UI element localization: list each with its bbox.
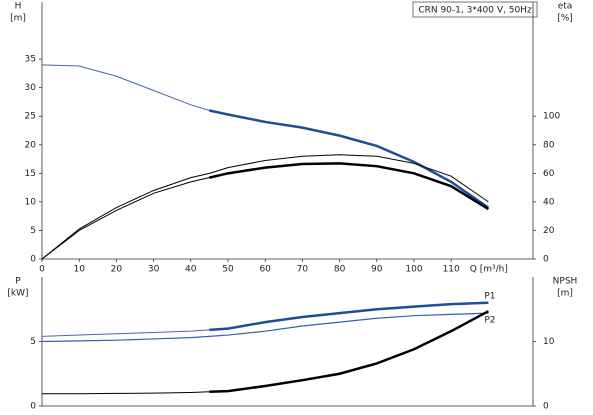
- x-axis-label: Q [m³/h]: [470, 265, 508, 275]
- y-tick-label: 10: [25, 197, 37, 207]
- curve: [209, 301, 489, 332]
- y2-tick-label: 80: [543, 140, 555, 150]
- y-tick-label: 35: [25, 55, 36, 65]
- x-tick-label: 80: [334, 265, 346, 275]
- x-tick-label: 10: [73, 265, 85, 275]
- x-tick-label: 70: [297, 265, 309, 275]
- y-tick-label: 25: [25, 112, 36, 122]
- y2-tick-label: 0: [543, 255, 549, 265]
- y-tick-label: 0: [30, 255, 36, 265]
- y-tick-label: 20: [25, 140, 37, 150]
- curve: [41, 312, 489, 343]
- y2-tick-label: 10: [543, 337, 555, 347]
- curve-label: P2: [484, 316, 495, 326]
- y-tick-label: 5: [30, 226, 36, 236]
- chart-title: CRN 90-1, 3*400 V, 50Hz: [418, 6, 532, 16]
- curve: [41, 64, 489, 209]
- x-tick-label: 0: [39, 265, 45, 275]
- title-box: [412, 1, 538, 18]
- curve: [209, 310, 489, 394]
- curve: [41, 162, 489, 260]
- y-tick-label: 15: [25, 169, 36, 179]
- curve: [42, 310, 489, 395]
- x-tick-label: 40: [185, 265, 197, 275]
- x-tick-label: 20: [111, 265, 123, 275]
- y-axis-label: P: [15, 277, 21, 287]
- x-tick-label: 100: [405, 265, 422, 275]
- y2-axis-label: eta: [558, 2, 573, 12]
- y2-axis-unit: [%]: [557, 14, 573, 24]
- curve: [209, 109, 490, 209]
- x-tick-label: 110: [443, 265, 460, 275]
- curve: [41, 154, 489, 260]
- y-axis-unit: [m]: [10, 14, 26, 24]
- y2-axis-label: NPSH: [553, 277, 578, 287]
- y-tick-label: 0: [30, 402, 36, 412]
- y-tick-label: 5: [30, 337, 36, 347]
- y2-tick-label: 20: [543, 226, 555, 236]
- curve-label: P1: [484, 291, 495, 301]
- y2-tick-label: 100: [543, 112, 560, 122]
- y2-tick-label: 0: [543, 402, 549, 412]
- curve: [209, 162, 490, 211]
- y2-axis-unit: [m]: [557, 289, 573, 299]
- y2-tick-label: 40: [543, 197, 555, 207]
- y-axis-label: H: [15, 2, 22, 12]
- x-tick-label: 30: [148, 265, 160, 275]
- x-tick-label: 90: [371, 265, 383, 275]
- x-tick-label: 50: [222, 265, 234, 275]
- x-tick-label: 60: [259, 265, 271, 275]
- y-tick-label: 30: [25, 83, 37, 93]
- y2-tick-label: 60: [543, 169, 555, 179]
- y-axis-unit: [kW]: [7, 289, 28, 299]
